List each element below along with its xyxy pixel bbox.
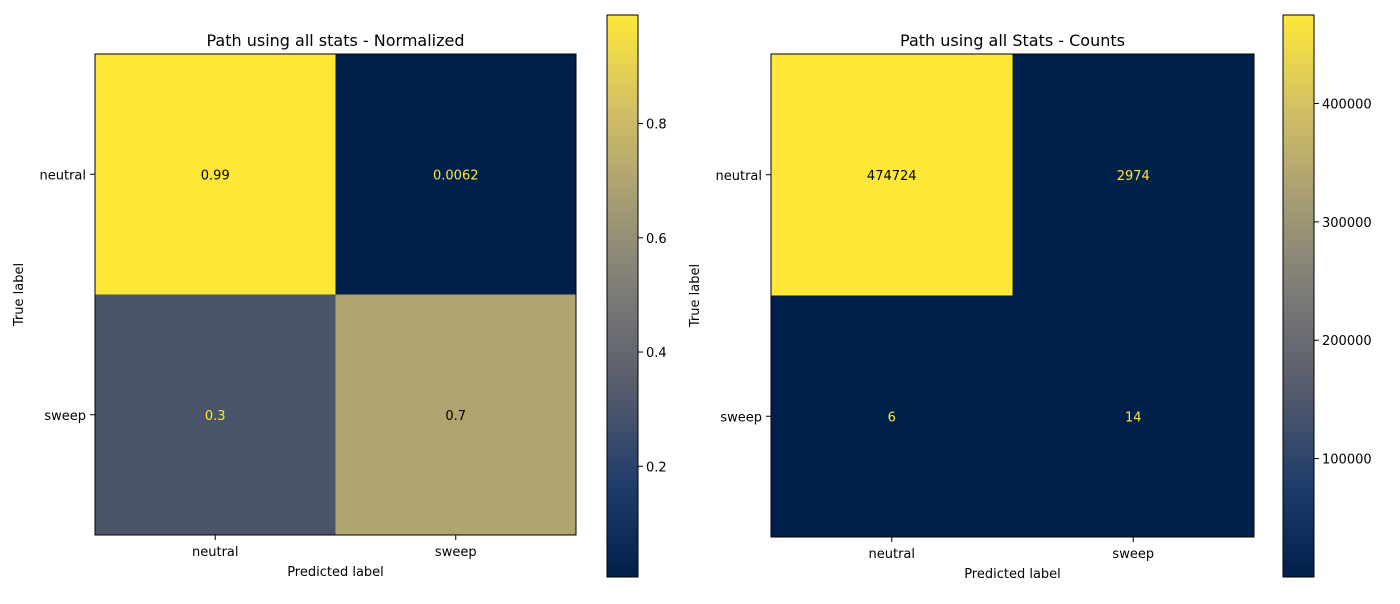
panel1-cell-label-sweep-sweep: 0.7	[445, 409, 466, 424]
panel1-colorbar-tick-label: 0.8	[646, 118, 667, 133]
panel2-y-axis-label: True label	[688, 264, 703, 328]
panel2-colorbar-tick-label: 200000	[1322, 334, 1372, 349]
panel2-x-tick-label: sweep	[1112, 547, 1154, 562]
panel1-cell-label-sweep-neutral: 0.3	[205, 409, 226, 424]
panel1-colorbar	[606, 14, 639, 578]
panel2-cell-label-neutral-neutral: 474724	[867, 169, 917, 184]
panel1-axes-frame	[94, 53, 577, 536]
panel1-cell-label-neutral-neutral: 0.99	[201, 168, 230, 183]
panel2-x-tick-label: neutral	[869, 547, 916, 562]
panel1-y-tick-label: neutral	[40, 168, 87, 183]
panel1-y-tick-label: sweep	[44, 409, 86, 424]
panel1-cell-sweep-sweep	[335, 294, 577, 536]
panel1-x-axis-label: Predicted label	[287, 565, 384, 580]
panel2-cell-label-sweep-neutral: 6	[888, 410, 896, 425]
panel1-cell-neutral-sweep	[335, 54, 577, 295]
panel1-colorbar-tick-label: 0.4	[646, 346, 667, 361]
panel1-colorbar-tick-label: 0.6	[646, 232, 667, 247]
panel1-cell-sweep-neutral	[95, 294, 336, 536]
panel1-cell-neutral-neutral	[95, 54, 336, 295]
panel2-colorbar-tick-label: 400000	[1322, 97, 1372, 112]
panel2-cell-label-sweep-sweep: 14	[1125, 410, 1142, 425]
panel1-title: Path using all stats - Normalized	[206, 31, 464, 50]
panel1-y-axis-label: True label	[12, 263, 27, 327]
panel2-cell-sweep-sweep	[1012, 295, 1255, 538]
panel2-cell-neutral-sweep	[1012, 54, 1255, 296]
panel2-y-tick-label: sweep	[720, 410, 762, 425]
panel2-title: Path using all Stats - Counts	[900, 31, 1125, 50]
panel2-x-axis-label: Predicted label	[964, 567, 1061, 582]
panel1-x-tick-label: neutral	[192, 545, 239, 560]
panel2-axes-frame	[770, 53, 1255, 538]
panel2-cell-sweep-neutral	[771, 295, 1013, 538]
panel2-colorbar-tick-label: 100000	[1322, 453, 1372, 468]
panel1-colorbar-tick-label: 0.2	[646, 460, 667, 475]
panel1-cell-label-neutral-sweep: 0.0062	[433, 168, 479, 183]
panel2-y-tick-label: neutral	[716, 169, 763, 184]
panel2-colorbar-tick-label: 300000	[1322, 216, 1372, 231]
panel2-colorbar	[1282, 14, 1315, 578]
panel1-x-tick-label: sweep	[435, 545, 477, 560]
panel2-cell-neutral-neutral	[771, 54, 1013, 296]
panel2-cell-label-neutral-sweep: 2974	[1117, 169, 1150, 184]
